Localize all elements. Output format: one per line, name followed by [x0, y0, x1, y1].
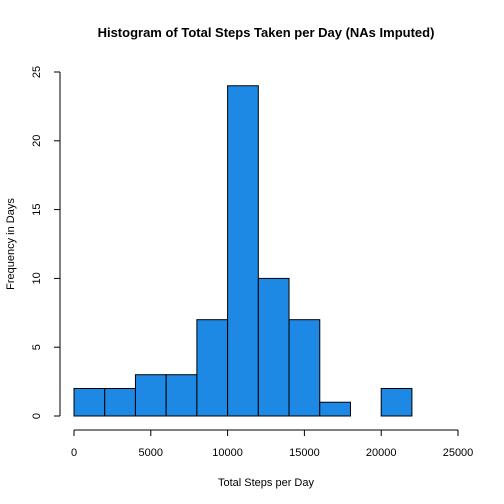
- y-tick-label: 0: [31, 413, 43, 419]
- y-tick-label: 10: [31, 272, 43, 284]
- histogram-bar-0: [73, 387, 106, 417]
- histogram-bar-6: [257, 277, 290, 417]
- x-tick-label: 5000: [139, 447, 163, 459]
- y-tick-label: 20: [31, 135, 43, 147]
- chart-title: Histogram of Total Steps Taken per Day (…: [98, 25, 435, 40]
- histogram-bar-5: [227, 85, 259, 417]
- histogram-bar-1: [104, 387, 136, 417]
- histogram-bar-3: [165, 374, 198, 417]
- x-axis: 0 5000 10000 15000 20000 25000: [71, 429, 474, 459]
- x-tick-label: 15000: [289, 447, 320, 459]
- histogram-bar-2: [134, 374, 167, 417]
- bars-group: [73, 85, 413, 417]
- histogram-bar-7: [288, 319, 321, 417]
- y-axis-label: Frequency in Days: [5, 198, 17, 290]
- x-tick-label: 25000: [443, 447, 474, 459]
- histogram-bar-8: [319, 401, 351, 417]
- x-tick-label: 10000: [212, 447, 243, 459]
- x-tick-label: 20000: [366, 447, 397, 459]
- histogram-bar-10: [380, 387, 413, 417]
- y-axis: 0 5 10 15 20 25: [31, 66, 61, 419]
- x-axis-label: Total Steps per Day: [218, 477, 314, 489]
- histogram-bar-4: [196, 319, 229, 417]
- y-tick-label: 25: [31, 66, 43, 78]
- y-tick-label: 5: [31, 344, 43, 350]
- y-tick-label: 15: [31, 203, 43, 215]
- x-tick-label: 0: [71, 447, 77, 459]
